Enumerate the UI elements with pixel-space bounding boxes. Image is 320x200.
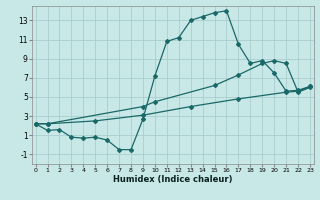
X-axis label: Humidex (Indice chaleur): Humidex (Indice chaleur) <box>113 175 233 184</box>
